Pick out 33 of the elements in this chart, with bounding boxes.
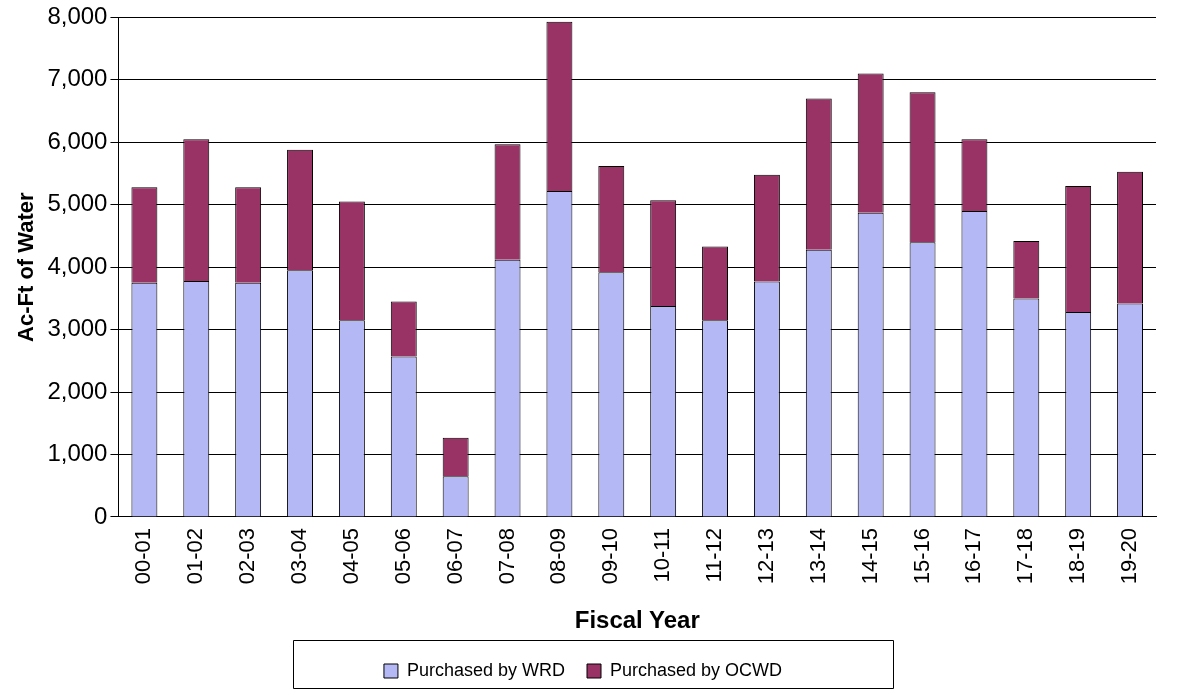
legend-label: Purchased by OCWD	[610, 659, 783, 680]
x-tick-label: 04-05	[337, 527, 363, 585]
x-tick-label: 12-13	[752, 527, 778, 585]
x-tick-label: 19-20	[1116, 527, 1142, 585]
x-tick-label: 13-14	[804, 527, 830, 585]
x-tick-label: 14-15	[856, 527, 882, 585]
x-tick-label: 05-06	[389, 527, 415, 585]
x-tick-label: 06-07	[441, 527, 467, 585]
x-tick-label: 16-17	[960, 527, 986, 585]
x-tick-label: 11-12	[701, 527, 727, 583]
x-tick-label: 02-03	[234, 527, 260, 585]
x-tick-label: 10-11	[649, 527, 675, 583]
y-tick-label: 6,000	[47, 126, 108, 154]
x-tick-label: 17-18	[1012, 527, 1038, 585]
y-tick-label: 4,000	[47, 251, 108, 279]
x-tick-label: 09-10	[597, 527, 623, 585]
x-tick-label: 00-01	[130, 527, 156, 585]
legend-label: Purchased by WRD	[406, 659, 566, 680]
y-axis-title: Ac-Ft of Water	[13, 191, 39, 342]
y-tick-label: 3,000	[47, 314, 108, 342]
x-tick-label: 03-04	[286, 527, 312, 585]
x-tick-label: 18-19	[1064, 527, 1090, 585]
x-axis-title: Fiscal Year	[574, 606, 700, 634]
x-tick-label: 08-09	[545, 527, 571, 585]
x-tick-label: 15-16	[908, 527, 934, 585]
y-tick-label: 0	[94, 501, 108, 529]
y-tick-label: 5,000	[47, 189, 108, 217]
y-tick-label: 7,000	[47, 64, 108, 92]
x-tick-label: 07-08	[493, 527, 519, 585]
y-tick-label: 2,000	[47, 376, 108, 404]
y-tick-label: 1,000	[47, 439, 108, 467]
x-tick-label: 01-02	[182, 527, 208, 585]
y-tick-label: 8,000	[47, 2, 108, 30]
